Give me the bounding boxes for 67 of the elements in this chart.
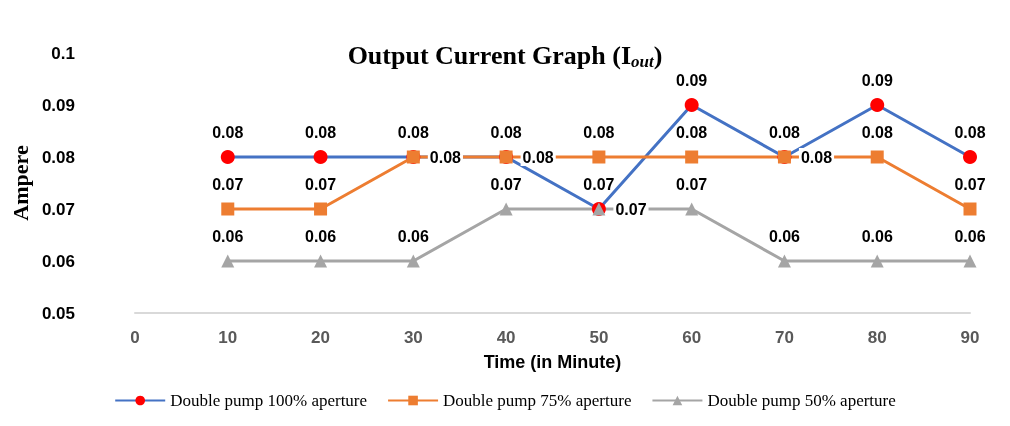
x-tick-label: 30	[403, 328, 423, 347]
point	[963, 202, 977, 216]
data-label: 0.09	[676, 71, 708, 89]
data-label: 0.06	[954, 228, 986, 245]
data-label: 0.07	[954, 176, 986, 193]
data-label: 0.08	[768, 123, 801, 141]
data-label: 0.06	[397, 228, 430, 245]
point	[777, 254, 791, 268]
point	[870, 254, 884, 268]
point	[406, 254, 420, 268]
x-tick-label: 70	[774, 328, 794, 347]
y-axis-title: Ampere	[7, 145, 33, 221]
y-tick-label: 0.07	[41, 199, 75, 219]
x-tick-label: 40	[496, 328, 516, 347]
point	[870, 150, 884, 164]
point	[313, 150, 328, 164]
data-label: 0.07	[490, 176, 522, 193]
point	[220, 150, 235, 164]
data-label: 0.06	[768, 228, 801, 245]
data-label: 0.08	[397, 123, 430, 141]
y-tick-label: 0.06	[41, 251, 75, 271]
y-tick-label: 0.1	[51, 43, 75, 63]
y-tick-label: 0.05	[41, 303, 75, 323]
x-axis-title: Time (in Minute)	[483, 352, 622, 372]
point	[870, 98, 885, 112]
x-tick-label: 10	[218, 328, 238, 347]
point	[314, 254, 328, 268]
data-label: 0.08	[583, 124, 615, 141]
data-label: 0.07	[304, 176, 337, 193]
y-tick-label: 0.08	[41, 147, 75, 167]
data-label: 0.08	[800, 148, 833, 166]
data-label: 0.07	[615, 200, 647, 218]
point	[685, 150, 699, 164]
data-label: 0.08	[522, 148, 554, 166]
data-label: 0.08	[212, 123, 244, 141]
data-label: 0.07	[676, 176, 708, 193]
data-label: 0.06	[212, 228, 244, 245]
data-label: 0.08	[861, 124, 893, 141]
data-label: 0.08	[954, 123, 986, 141]
x-tick-label: 20	[311, 328, 331, 347]
point	[221, 254, 235, 268]
data-label: 0.08	[429, 148, 462, 166]
x-tick-label: 50	[589, 328, 609, 347]
point	[685, 202, 699, 216]
data-label: 0.06	[861, 228, 893, 245]
x-tick-label: 80	[867, 328, 887, 347]
data-label: 0.07	[212, 176, 244, 193]
point	[221, 202, 235, 216]
y-tick-label: 0.09	[41, 95, 75, 115]
data-label: 0.07	[583, 175, 615, 193]
data-label: 0.08	[304, 123, 337, 141]
data-label: 0.09	[861, 71, 893, 89]
point	[684, 98, 699, 112]
point	[963, 150, 977, 164]
data-label: 0.08	[490, 123, 522, 141]
x-tick-label: 60	[682, 328, 702, 347]
legend-label: Double pump 75% aperture	[443, 391, 632, 410]
point	[499, 202, 513, 216]
data-label: 0.06	[304, 228, 337, 245]
data-label: 0.08	[676, 124, 708, 141]
point	[963, 254, 977, 268]
point	[314, 202, 328, 216]
point	[592, 150, 606, 164]
x-tick-label: 0	[130, 328, 140, 347]
legend-label: Double pump 100% aperture	[170, 391, 368, 410]
legend-label: Double pump 50% aperture	[707, 391, 896, 410]
x-tick-label: 90	[960, 328, 980, 347]
